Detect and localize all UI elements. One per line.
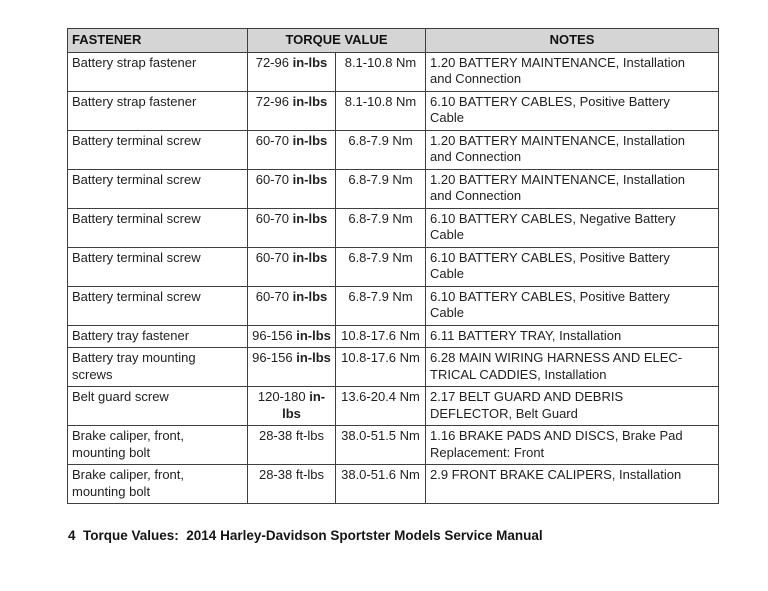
notes-cell: 2.17 BELT GUARD AND DEBRIS DEFLECTOR, Be… [425, 386, 719, 426]
notes-cell: 1.16 BRAKE PADS AND DISCS, Brake Pad Rep… [425, 425, 719, 465]
notes-cell: 6.10 BATTERY CABLES, Positive Battery Ca… [425, 90, 719, 131]
fastener-cell: Battery tray fastener [67, 324, 248, 348]
fastener-cell: Battery terminal screw [67, 129, 248, 170]
fastener-cell: Battery terminal screw [67, 168, 248, 209]
torque-value: 60-70 [255, 288, 289, 304]
table-header-row: FASTENER TORQUE VALUE NOTES [67, 28, 719, 53]
torque-value: 60-70 [255, 132, 289, 148]
torque-unit: in-lbs [292, 93, 328, 109]
torque-value: 60-70 [255, 171, 289, 187]
fastener-cell: Battery tray mounting screws [67, 347, 248, 387]
torque-metric-cell: 6.8-7.9 Nm [335, 168, 426, 209]
notes-cell: 6.10 BATTERY CABLES, Negative Battery Ca… [425, 207, 719, 248]
torque-imperial-cell: 60-70 in-lbs [247, 207, 336, 248]
notes-cell: 6.11 BATTERY TRAY, Installation [425, 324, 719, 348]
torque-unit: in-lbs [292, 54, 328, 70]
torque-value: 60-70 [255, 210, 289, 226]
torque-value: 72-96 [255, 54, 289, 70]
torque-imperial-cell: 28-38 ft-lbs [247, 464, 336, 504]
table-row: Battery tray fastener 96-156 in-lbs 10.8… [67, 324, 719, 348]
torque-imperial-cell: 96-156 in-lbs [247, 324, 336, 348]
torque-value: 96-156 [252, 327, 293, 343]
torque-unit: in-lbs [296, 350, 331, 365]
notes-cell: 2.9 FRONT BRAKE CALIPERS, Installation [425, 464, 719, 504]
fastener-cell: Battery terminal screw [67, 246, 248, 287]
torque-unit: in-lbs [292, 132, 328, 148]
fastener-cell: Belt guard screw [67, 386, 248, 426]
torque-metric-cell: 6.8-7.9 Nm [335, 246, 426, 287]
torque-unit: in-lbs [292, 249, 328, 265]
torque-table-body: Battery strap fastener 72-96 in-lbs 8.1-… [67, 51, 719, 504]
table-row: Battery tray mounting screws 96-156 in-l… [67, 347, 719, 387]
notes-cell: 6.10 BATTERY CABLES, Positive Battery Ca… [425, 285, 719, 326]
torque-unit: in-lbs [292, 171, 328, 187]
torque-unit: ft-lbs [295, 428, 325, 443]
torque-imperial-cell: 120-180 in-lbs [247, 386, 336, 426]
torque-value: 96-156 [252, 350, 293, 365]
torque-value: 72-96 [255, 93, 289, 109]
notes-cell: 6.10 BATTERY CABLES, Positive Battery Ca… [425, 246, 719, 287]
torque-metric-cell: 8.1-10.8 Nm [335, 51, 426, 92]
torque-metric-cell: 13.6-20.4 Nm [335, 386, 426, 426]
table-row: Battery strap fastener 72-96 in-lbs 8.1-… [67, 51, 719, 92]
table-row: Brake caliper, front, mounting bolt 28-3… [67, 464, 719, 504]
torque-imperial-cell: 60-70 in-lbs [247, 246, 336, 287]
torque-imperial-cell: 28-38 ft-lbs [247, 425, 336, 465]
torque-imperial-cell: 60-70 in-lbs [247, 129, 336, 170]
header-torque-value: TORQUE VALUE [247, 28, 426, 53]
table-row: Brake caliper, front, mounting bolt 28-3… [67, 425, 719, 465]
torque-imperial-cell: 72-96 in-lbs [247, 51, 336, 92]
header-notes: NOTES [425, 28, 719, 53]
torque-value: 28-38 [258, 428, 293, 443]
fastener-cell: Brake caliper, front, mounting bolt [67, 425, 248, 465]
torque-unit: in-lbs [292, 288, 328, 304]
torque-value: 120-180 [257, 389, 306, 404]
torque-metric-cell: 6.8-7.9 Nm [335, 207, 426, 248]
torque-imperial-cell: 96-156 in-lbs [247, 347, 336, 387]
torque-metric-cell: 10.8-17.6 Nm [335, 324, 426, 348]
torque-metric-cell: 8.1-10.8 Nm [335, 90, 426, 131]
torque-unit: in-lbs [292, 210, 328, 226]
torque-metric-cell: 38.0-51.6 Nm [335, 464, 426, 504]
table-row: Battery terminal screw 60-70 in-lbs 6.8-… [67, 285, 719, 326]
table-row: Battery terminal screw 60-70 in-lbs 6.8-… [67, 207, 719, 248]
fastener-cell: Battery terminal screw [67, 285, 248, 326]
torque-values-table: FASTENER TORQUE VALUE NOTES Battery stra… [67, 28, 719, 504]
table-row: Battery terminal screw 60-70 in-lbs 6.8-… [67, 168, 719, 209]
torque-unit: in-lbs [282, 389, 326, 421]
torque-metric-cell: 6.8-7.9 Nm [335, 285, 426, 326]
torque-metric-cell: 10.8-17.6 Nm [335, 347, 426, 387]
torque-imperial-cell: 60-70 in-lbs [247, 285, 336, 326]
table-row: Belt guard screw 120-180 in-lbs 13.6-20.… [67, 386, 719, 426]
torque-metric-cell: 6.8-7.9 Nm [335, 129, 426, 170]
notes-cell: 1.20 BATTERY MAINTENANCE, Installation a… [425, 129, 719, 170]
page-caption: 4 Torque Values: 2014 Harley-Davidson Sp… [68, 528, 543, 543]
fastener-cell: Battery terminal screw [67, 207, 248, 248]
header-fastener: FASTENER [67, 28, 248, 53]
torque-imperial-cell: 72-96 in-lbs [247, 90, 336, 131]
torque-value: 28-38 [258, 467, 293, 482]
fastener-cell: Battery strap fastener [67, 51, 248, 92]
notes-cell: 6.28 MAIN WIRING HARNESS AND ELEC­TRICAL… [425, 347, 719, 387]
torque-value: 60-70 [255, 249, 289, 265]
torque-imperial-cell: 60-70 in-lbs [247, 168, 336, 209]
fastener-cell: Brake caliper, front, mounting bolt [67, 464, 248, 504]
fastener-cell: Battery strap fastener [67, 90, 248, 131]
table-row: Battery terminal screw 60-70 in-lbs 6.8-… [67, 246, 719, 287]
table-row: Battery strap fastener 72-96 in-lbs 8.1-… [67, 90, 719, 131]
torque-unit: in-lbs [296, 327, 331, 343]
table-row: Battery terminal screw 60-70 in-lbs 6.8-… [67, 129, 719, 170]
notes-cell: 1.20 BATTERY MAINTENANCE, Installation a… [425, 51, 719, 92]
notes-cell: 1.20 BATTERY MAINTENANCE, Installation a… [425, 168, 719, 209]
torque-unit: ft-lbs [295, 467, 325, 482]
torque-metric-cell: 38.0-51.5 Nm [335, 425, 426, 465]
